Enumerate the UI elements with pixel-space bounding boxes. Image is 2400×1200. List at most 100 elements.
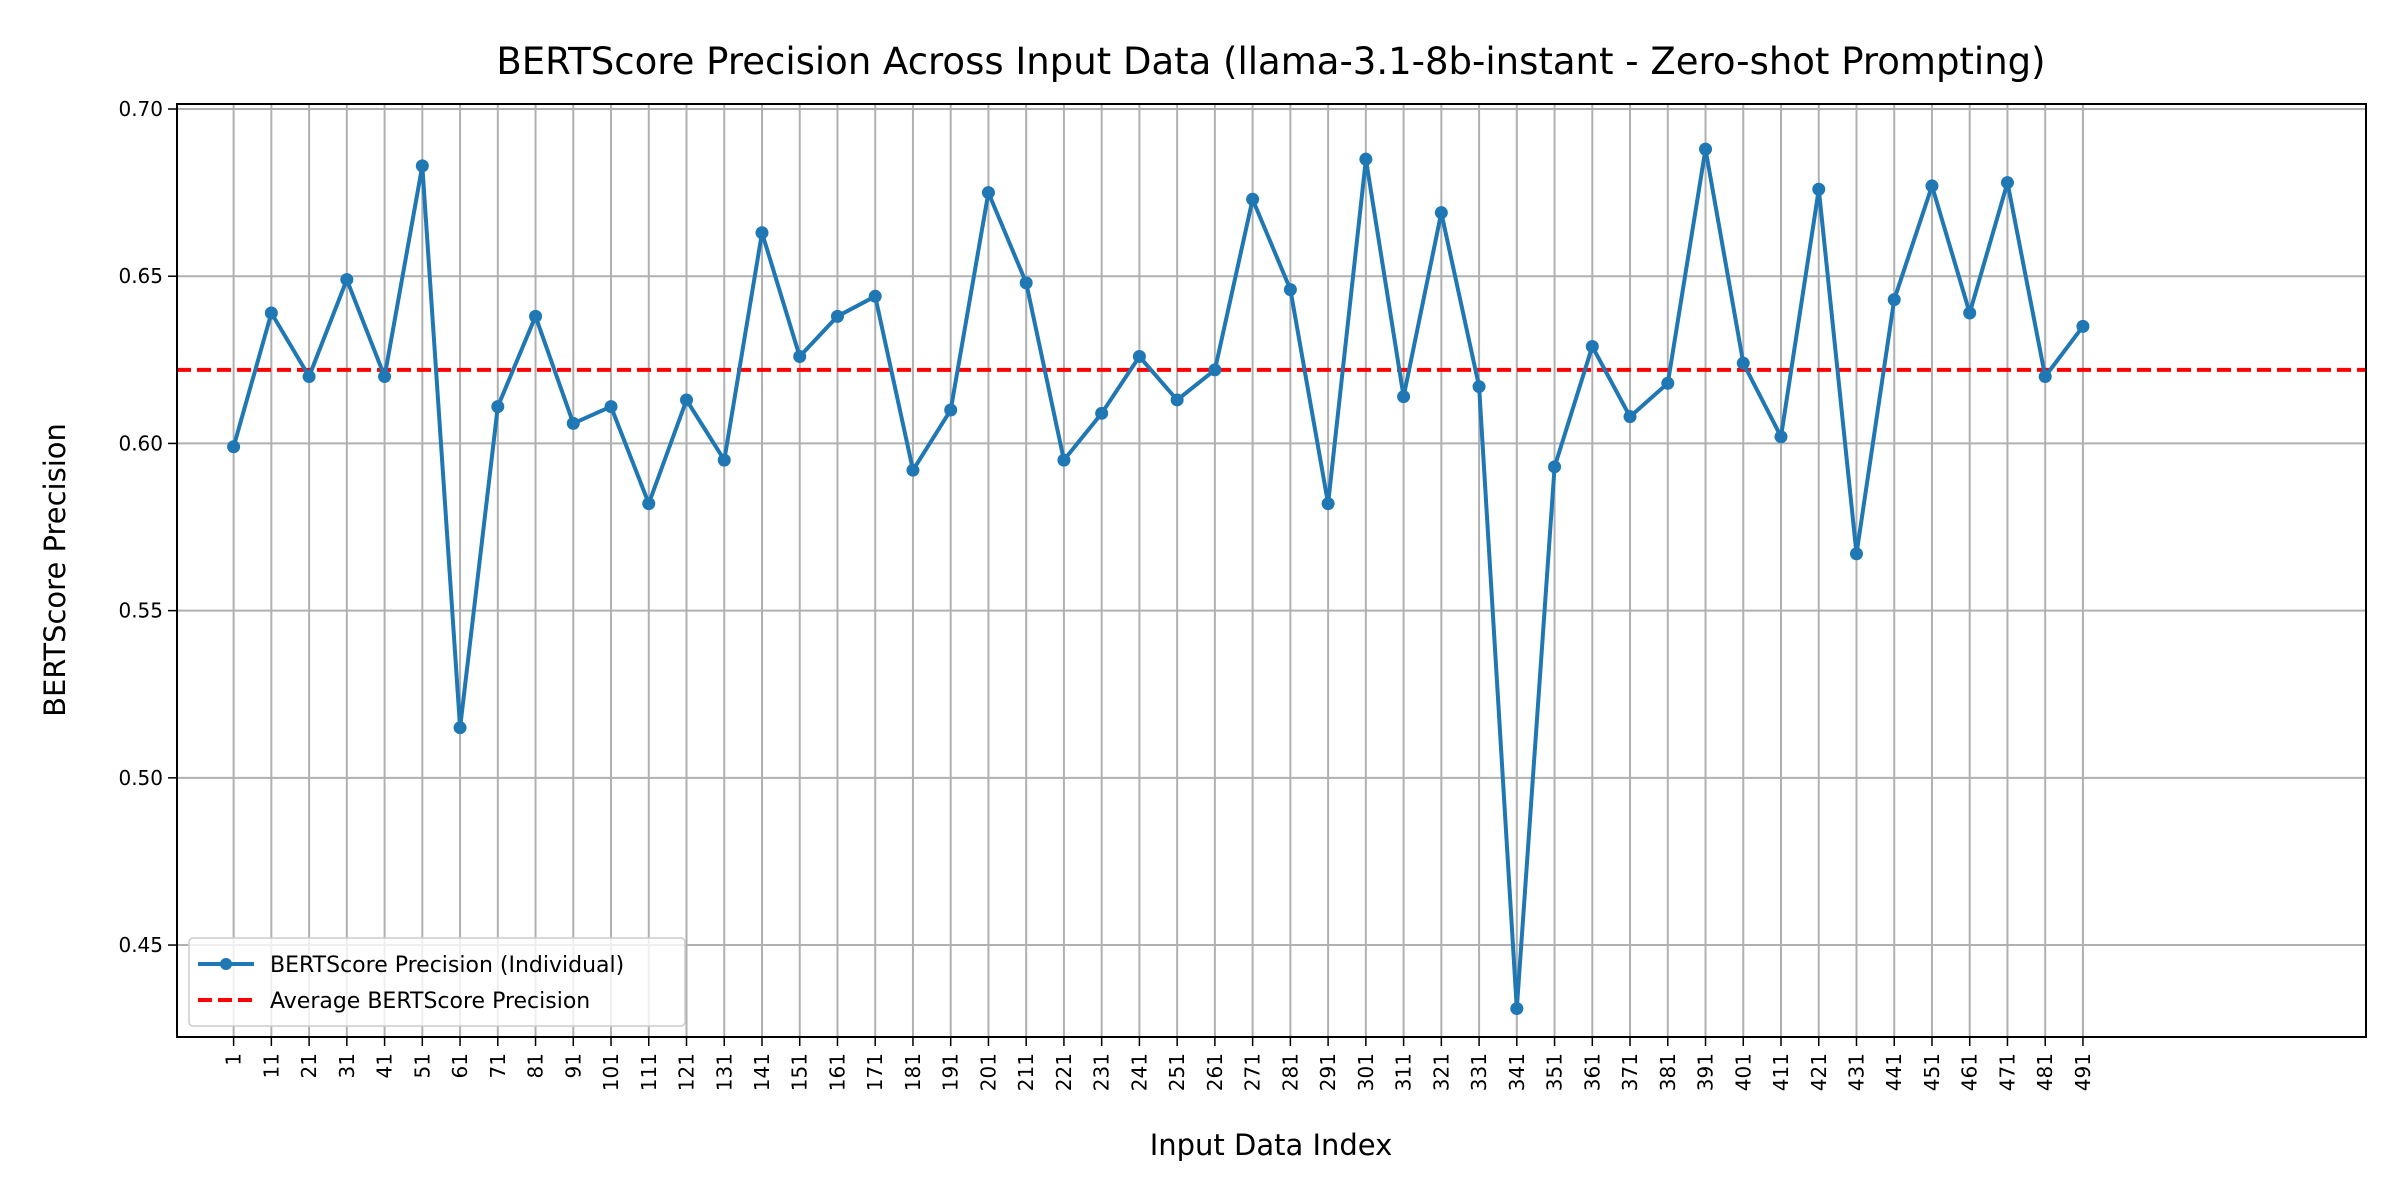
data-point bbox=[1019, 276, 1033, 290]
data-point bbox=[1057, 453, 1071, 467]
data-point bbox=[227, 440, 241, 454]
x-tick-label: 271 bbox=[1241, 1053, 1265, 1091]
x-tick-label: 291 bbox=[1316, 1053, 1340, 1091]
x-tick-label: 201 bbox=[976, 1053, 1000, 1091]
x-tick-label: 451 bbox=[1920, 1053, 1944, 1091]
x-tick-label: 371 bbox=[1618, 1053, 1642, 1091]
series-layer bbox=[227, 142, 2090, 1016]
x-tick-label: 151 bbox=[788, 1053, 812, 1091]
x-tick-label: 341 bbox=[1505, 1053, 1529, 1091]
x-tick-label: 191 bbox=[939, 1053, 963, 1091]
data-point bbox=[1585, 339, 1599, 353]
x-tick-label: 351 bbox=[1543, 1053, 1567, 1091]
data-point bbox=[906, 463, 920, 477]
data-point bbox=[868, 289, 882, 303]
x-tick-label: 121 bbox=[675, 1053, 699, 1091]
x-tick-label: 471 bbox=[1995, 1053, 2019, 1091]
data-point bbox=[1887, 293, 1901, 307]
series-line-individual bbox=[231, 147, 2085, 1011]
data-point bbox=[2000, 176, 2014, 190]
data-point bbox=[1397, 390, 1411, 404]
y-tick-label: 0.55 bbox=[118, 599, 163, 623]
legend-box bbox=[188, 937, 686, 1027]
data-point bbox=[717, 453, 731, 467]
x-tick-label: 481 bbox=[2033, 1053, 2057, 1091]
data-point bbox=[1774, 430, 1788, 444]
x-tick-label: 61 bbox=[448, 1053, 472, 1078]
data-point bbox=[1510, 1002, 1524, 1016]
data-point bbox=[1283, 283, 1297, 297]
data-point bbox=[302, 370, 316, 384]
x-tick-label: 141 bbox=[750, 1053, 774, 1091]
data-point bbox=[378, 370, 392, 384]
chart-title: BERTScore Precision Across Input Data (l… bbox=[496, 40, 2045, 83]
x-tick-label: 301 bbox=[1354, 1053, 1378, 1091]
x-tick-label: 421 bbox=[1807, 1053, 1831, 1091]
x-tick-label: 11 bbox=[259, 1053, 283, 1078]
x-tick-label: 81 bbox=[524, 1053, 548, 1078]
x-tick-label: 251 bbox=[1165, 1053, 1189, 1091]
y-tick-label: 0.60 bbox=[118, 431, 163, 455]
x-tick-label: 31 bbox=[335, 1053, 359, 1078]
x-tick-label: 41 bbox=[373, 1053, 397, 1078]
data-point bbox=[529, 309, 543, 323]
data-point bbox=[1208, 363, 1222, 377]
x-tick-label: 331 bbox=[1467, 1053, 1491, 1091]
data-point bbox=[604, 400, 618, 414]
x-tick-label: 391 bbox=[1694, 1053, 1718, 1091]
data-point bbox=[755, 226, 769, 240]
x-tick-label: 51 bbox=[410, 1053, 434, 1078]
x-tick-label: 91 bbox=[561, 1053, 585, 1078]
x-tick-label: 221 bbox=[1052, 1053, 1076, 1091]
x-tick-label: 281 bbox=[1278, 1053, 1302, 1091]
x-tick-label: 71 bbox=[486, 1053, 510, 1078]
data-point bbox=[1434, 206, 1448, 220]
data-point bbox=[642, 497, 656, 511]
data-point bbox=[1661, 376, 1675, 390]
data-point bbox=[1963, 306, 1977, 320]
x-tick-label: 411 bbox=[1769, 1053, 1793, 1091]
x-tick-label: 131 bbox=[712, 1053, 736, 1091]
data-point bbox=[264, 306, 278, 320]
data-point bbox=[1699, 142, 1713, 156]
x-tick-label: 431 bbox=[1844, 1053, 1868, 1091]
x-tick-label: 361 bbox=[1580, 1053, 1604, 1091]
data-point bbox=[1736, 356, 1750, 370]
legend-marker-individual bbox=[220, 958, 232, 970]
data-point bbox=[830, 309, 844, 323]
data-point bbox=[1321, 497, 1335, 511]
x-axis-label: Input Data Index bbox=[1150, 1128, 1393, 1162]
x-tick-label: 211 bbox=[1014, 1053, 1038, 1091]
data-point bbox=[1359, 152, 1373, 166]
data-point bbox=[415, 159, 429, 173]
x-tick-label: 311 bbox=[1392, 1053, 1416, 1091]
x-tick-label: 491 bbox=[2071, 1053, 2095, 1091]
y-axis-label: BERTScore Precision bbox=[38, 423, 72, 717]
data-point bbox=[453, 721, 467, 735]
data-point bbox=[2038, 370, 2052, 384]
data-point bbox=[491, 400, 505, 414]
x-axis-ticks: 1 11 21 31 41 51 61 71 81 91 101 111 121 131 141 151 161… bbox=[222, 1037, 2095, 1091]
x-tick-label: 1 bbox=[222, 1053, 246, 1066]
y-tick-label: 0.45 bbox=[118, 933, 163, 957]
legend: BERTScore Precision (Individual) Average… bbox=[188, 937, 686, 1027]
data-point bbox=[981, 186, 995, 200]
data-point bbox=[1132, 349, 1146, 363]
data-point bbox=[944, 403, 958, 417]
y-tick-label: 0.65 bbox=[118, 264, 163, 288]
y-tick-label: 0.50 bbox=[118, 766, 163, 790]
x-tick-label: 401 bbox=[1731, 1053, 1755, 1091]
y-tick-label: 0.70 bbox=[118, 97, 163, 121]
legend-label-individual: BERTScore Precision (Individual) bbox=[270, 953, 624, 978]
data-point bbox=[566, 416, 580, 430]
x-tick-label: 161 bbox=[825, 1053, 849, 1091]
y-axis-ticks: 0.45 0.50 0.55 0.60 0.65 0.70 bbox=[118, 97, 177, 957]
data-point bbox=[1849, 547, 1863, 561]
data-point bbox=[1246, 192, 1260, 206]
data-point bbox=[340, 273, 354, 287]
data-point bbox=[1170, 393, 1184, 407]
data-point bbox=[1548, 460, 1562, 474]
data-point bbox=[793, 349, 807, 363]
plot-frame bbox=[176, 103, 2367, 1038]
